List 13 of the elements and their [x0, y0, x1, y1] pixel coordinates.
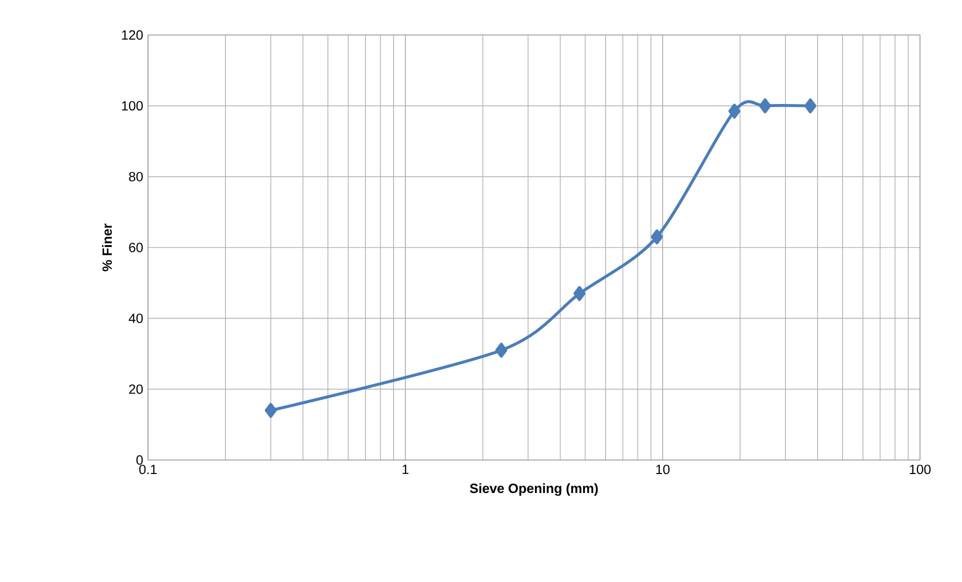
x-tick-label: 10: [656, 464, 670, 474]
y-tick-label: 60: [129, 242, 143, 252]
x-tick-label: 100: [910, 464, 931, 474]
x-tick-label: 1: [402, 464, 408, 474]
y-tick-label: 100: [122, 101, 143, 111]
y-axis-title: % Finer: [102, 224, 112, 272]
x-tick-label: 0.1: [139, 464, 157, 474]
y-tick-label: 120: [122, 30, 143, 40]
x-axis-title: Sieve Opening (mm): [470, 483, 598, 496]
y-tick-label: 80: [129, 172, 143, 182]
y-tick-label: 40: [128, 314, 143, 324]
y-tick-label: 0: [136, 455, 143, 465]
y-tick-label: 20: [129, 384, 143, 394]
